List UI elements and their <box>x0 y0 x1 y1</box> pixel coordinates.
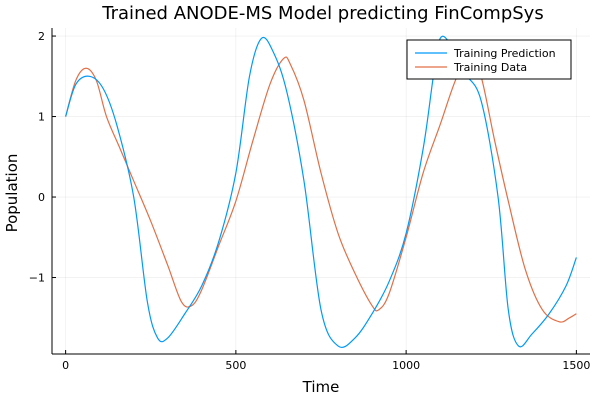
legend-label: Training Data <box>453 61 527 74</box>
axes <box>51 28 590 355</box>
chart-title: Trained ANODE-MS Model predicting FinCom… <box>101 3 543 24</box>
y-tick-label: 0 <box>38 191 45 204</box>
series-line-training-data <box>65 56 577 323</box>
x-tick-label: 500 <box>225 359 246 372</box>
x-tick-label: 0 <box>62 359 69 372</box>
x-tick-label: 1000 <box>392 359 420 372</box>
x-tick-label: 1500 <box>562 359 590 372</box>
series <box>65 35 577 349</box>
ticks: 0 500 1000 1500 −1 0 1 2 <box>29 30 591 372</box>
series-line-training-prediction <box>65 35 577 349</box>
x-axis-label: Time <box>302 378 340 396</box>
legend-box <box>406 39 572 80</box>
legend-label: Training Prediction <box>453 47 556 60</box>
y-tick-label: 2 <box>38 30 45 43</box>
y-tick-label: −1 <box>29 272 45 285</box>
y-axis-label: Population <box>3 154 21 233</box>
grid <box>52 28 590 354</box>
y-tick-label: 1 <box>38 111 45 124</box>
